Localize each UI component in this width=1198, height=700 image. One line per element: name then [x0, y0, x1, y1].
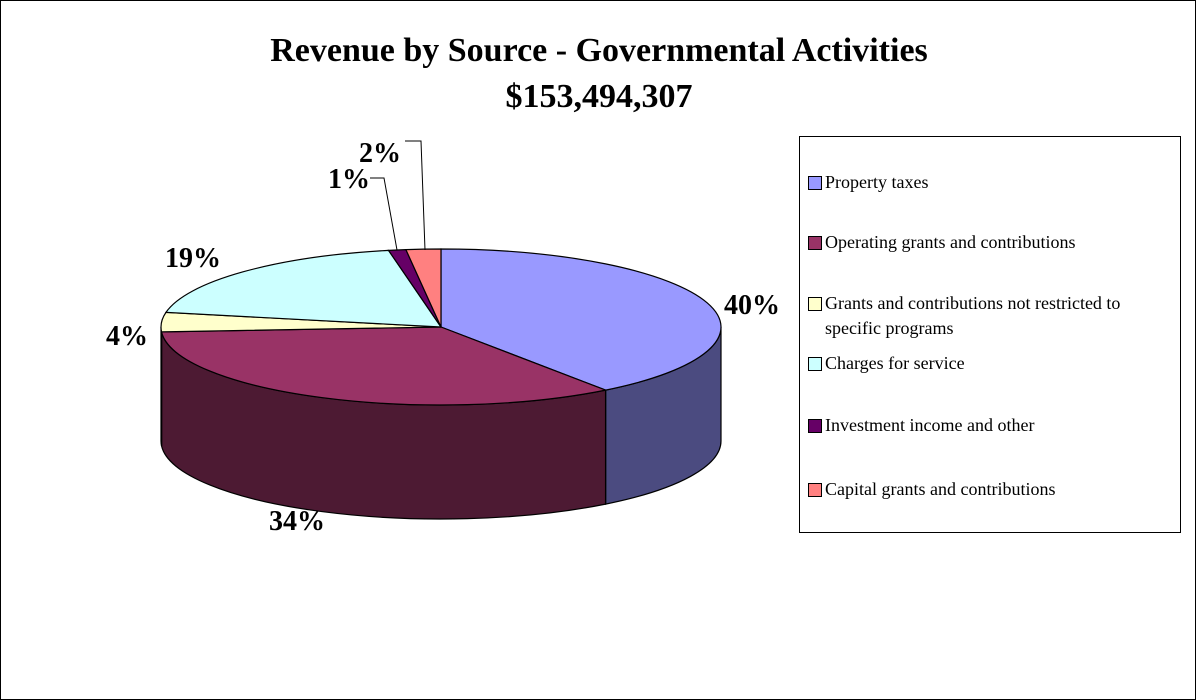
pie-slice-property-taxes	[440, 248, 722, 391]
legend-swatch	[808, 176, 822, 190]
legend-swatch	[808, 483, 822, 497]
legend-item-property-taxes: Property taxes	[808, 170, 1178, 195]
data-label-property-taxes: 40%	[724, 290, 780, 321]
legend-label: Charges for service	[825, 353, 965, 373]
legend-label: Grants and contributions not restricted …	[825, 293, 1121, 338]
legend-label: Investment income and other	[825, 415, 1035, 435]
pie-slice-charges-for-service	[164, 249, 443, 328]
leader-line	[405, 140, 426, 251]
data-label-grants-and-contributions-not-restricted-to-specific-programs: 4%	[106, 321, 148, 352]
legend-label: Operating grants and contributions	[825, 232, 1076, 252]
legend-swatch	[808, 419, 822, 433]
legend-item-investment-income: Investment income and other	[808, 413, 1178, 438]
legend-item-operating-grants: Operating grants and contributions	[808, 230, 1178, 255]
legend-item-charges-for-service: Charges for service	[808, 351, 1178, 376]
legend-swatch	[808, 297, 822, 311]
legend-swatch	[808, 357, 822, 371]
data-label-investment-income-and-other: 1%	[328, 164, 370, 195]
data-label-charges-for-service: 19%	[165, 243, 221, 274]
data-label-operating-grants-and-contributions: 34%	[269, 506, 325, 537]
pie-slice-operating-grants-and-contributions	[160, 326, 608, 406]
pie-chart: 40% 34% 4% 19% 1%2%	[106, 138, 780, 537]
legend-label: Capital grants and contributions	[825, 479, 1056, 499]
legend: Property taxes Operating grants and cont…	[799, 136, 1181, 533]
legend-item-capital-grants: Capital grants and contributions	[808, 477, 1178, 502]
legend-item-unrestricted-grants: Grants and contributions not restricted …	[808, 291, 1178, 341]
data-label-capital-grants-and-contributions: 2%	[359, 138, 401, 169]
leader-line	[370, 177, 398, 251]
chart-title: Revenue by Source - Governmental Activit…	[270, 32, 928, 69]
legend-swatch	[808, 236, 822, 250]
legend-label: Property taxes	[825, 172, 929, 192]
chart-subtitle: $153,494,307	[505, 78, 693, 115]
pie-slice-capital-grants-and-contributions	[404, 248, 442, 328]
